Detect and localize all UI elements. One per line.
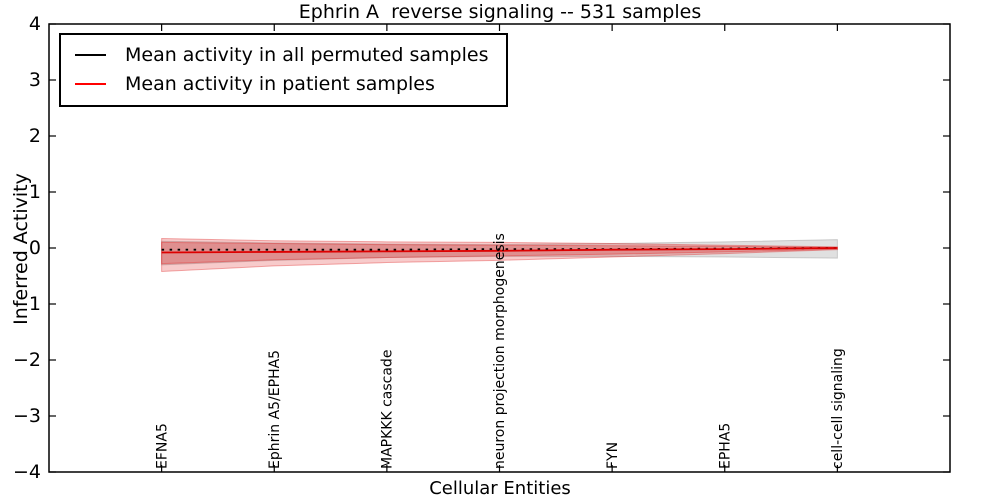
x-tick-label: EFNA5 — [154, 423, 170, 469]
y-tick-label: −2 — [13, 349, 41, 371]
patient-std-band-outer — [161, 237, 838, 273]
y-tick-label: 1 — [29, 181, 41, 203]
x-tick-label: cell-cell signaling — [830, 348, 846, 469]
x-tick-label: MAPKKK cascade — [379, 350, 395, 469]
y-tick-label: −1 — [13, 293, 41, 315]
y-tick-label: 3 — [29, 69, 41, 91]
y-tick-label: 2 — [29, 125, 41, 147]
legend-label: Mean activity in all permuted samples — [125, 43, 489, 66]
y-tick-label: 0 — [29, 237, 41, 259]
x-axis-label: Cellular Entities — [429, 478, 571, 499]
legend: Mean activity in all permuted samples Me… — [59, 33, 508, 107]
y-tick-label: −4 — [13, 461, 41, 483]
patient-line-swatch — [75, 82, 106, 85]
permuted-mean-line — [161, 247, 838, 251]
x-tick-label: Ephrin A5/EPHA5 — [267, 350, 283, 469]
legend-item-permuted: Mean activity in all permuted samples — [61, 40, 506, 69]
legend-label: Mean activity in patient samples — [125, 72, 435, 95]
patient-mean-line — [161, 247, 838, 254]
legend-item-patient: Mean activity in patient samples — [61, 69, 506, 98]
x-tick-label: EPHA5 — [717, 423, 733, 469]
permuted-std-band — [161, 239, 838, 266]
patient-std-band-inner — [161, 241, 838, 265]
x-tick-label: FYN — [605, 442, 621, 469]
y-tick-label: 4 — [29, 13, 41, 35]
x-tick-label: neuron projection morphogenesis — [492, 233, 508, 469]
y-tick-label: −3 — [13, 405, 41, 427]
chart-title: Ephrin A reverse signaling -- 531 sample… — [298, 1, 702, 23]
permuted-line-swatch — [75, 53, 106, 56]
